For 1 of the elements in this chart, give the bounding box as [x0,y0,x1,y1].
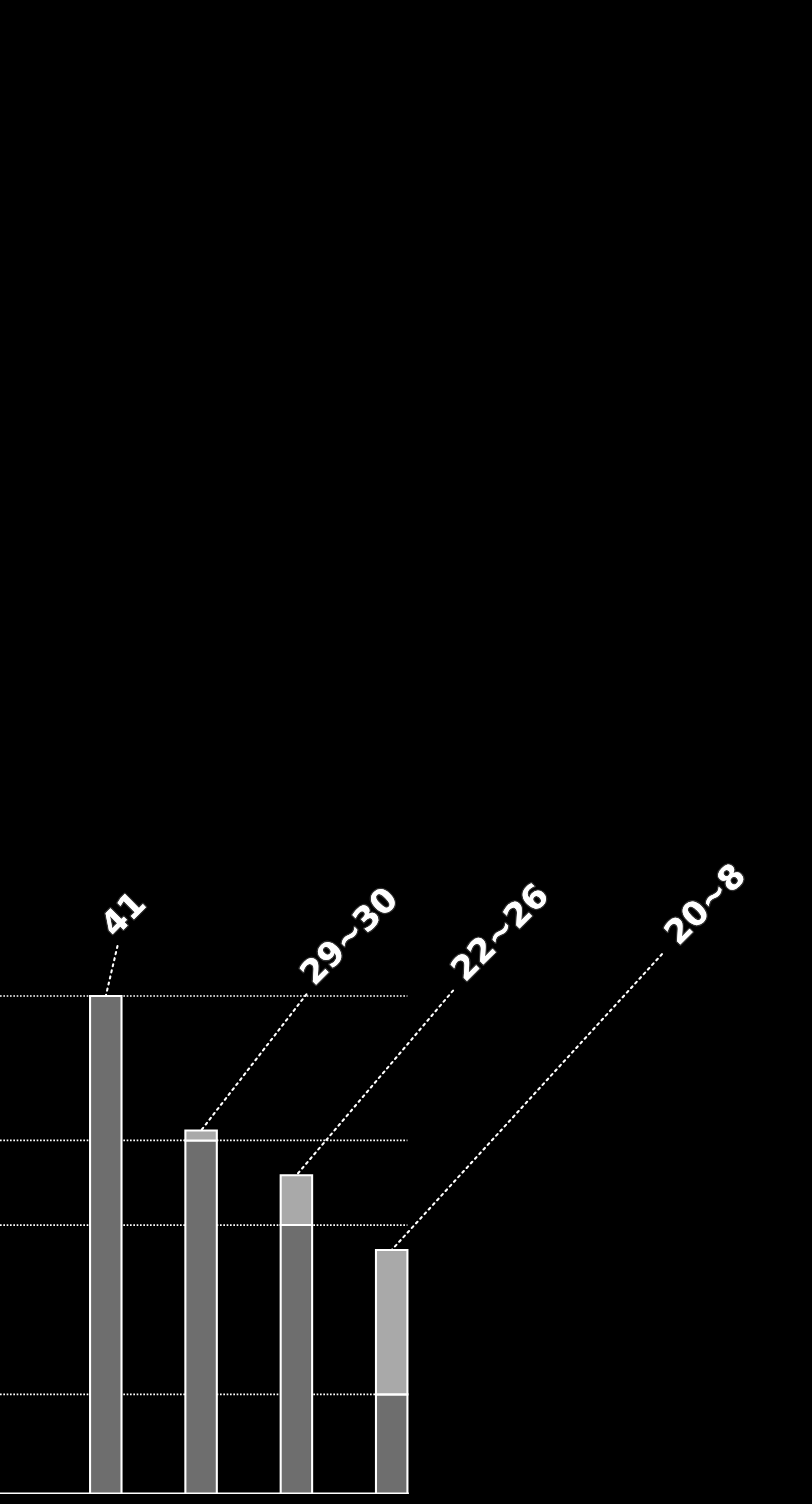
text: 41 [98,889,146,938]
